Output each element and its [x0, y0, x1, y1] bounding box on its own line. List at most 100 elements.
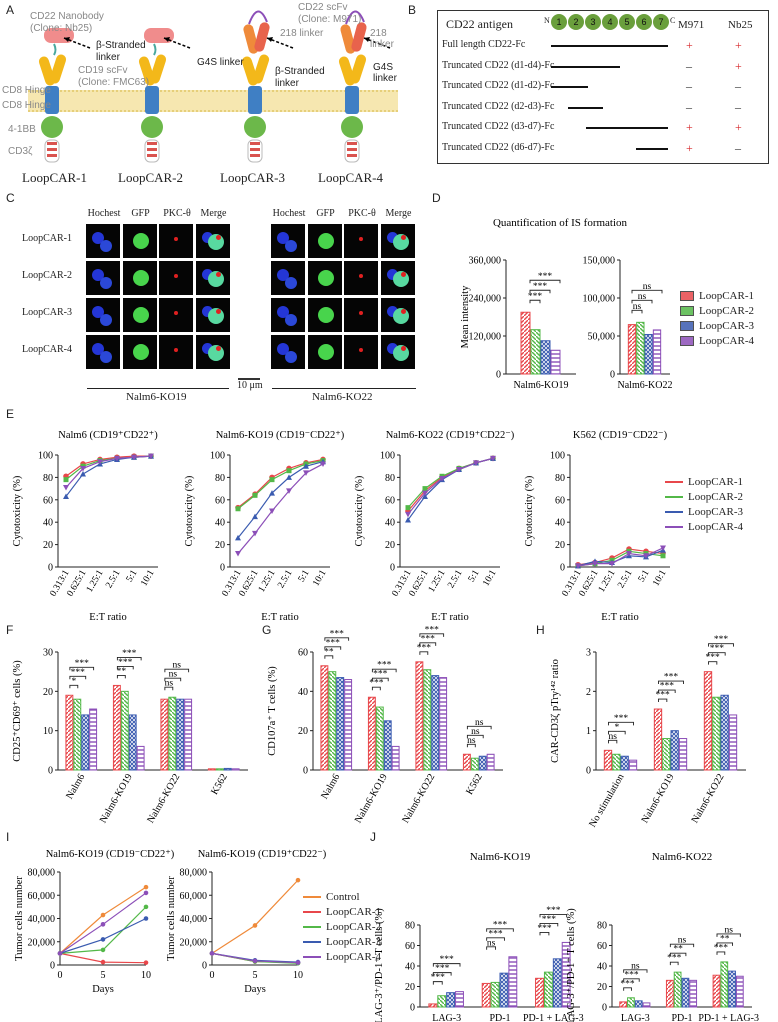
- f-chart-bar-2-1: [168, 696, 177, 771]
- legend-item: LoopCAR-3: [665, 504, 743, 519]
- legend-swatch: [303, 910, 321, 913]
- e-1-ytick: 80: [215, 473, 225, 484]
- i-point: [143, 916, 149, 921]
- d-ko19-ytick: 240,000: [469, 294, 502, 305]
- scale-bar: [238, 378, 260, 380]
- n-terminus: N: [544, 16, 550, 25]
- e-line-1-0: [237, 458, 324, 509]
- f-chart-sig-1-0: [116, 674, 126, 679]
- j-chart-1-sig-1-0: [669, 961, 679, 966]
- col-m971: M971: [678, 19, 705, 31]
- e-3-ylabel: Cytotoxicity (%): [524, 475, 535, 546]
- legend-swatch: [303, 940, 321, 943]
- j-chart-1-sig-0-2: [623, 969, 648, 973]
- scfv19-label: CD19 scFv: [78, 65, 128, 76]
- j-chart-1-ytick: 60: [597, 941, 607, 952]
- merge-pkc: [215, 235, 221, 240]
- g-chart-sig-2-2: [419, 633, 445, 637]
- merge-nucleus: [386, 306, 398, 317]
- j-chart-1-sig-2-0: [716, 951, 726, 955]
- e-point: [269, 508, 275, 514]
- e-xtick: 5:1: [297, 568, 312, 584]
- legend-e: LoopCAR-1 LoopCAR-2 LoopCAR-3 LoopCAR-4: [665, 474, 743, 534]
- gfp-signal: [317, 344, 334, 360]
- e-2-ytick: 0: [390, 563, 395, 574]
- legend-item: Control: [303, 889, 381, 904]
- c-col-0-3: Merge: [200, 208, 227, 219]
- h-chart-sig-0-0-label: ns: [608, 732, 617, 742]
- e-0-ytick: 0: [48, 563, 53, 574]
- panel-label-h: H: [536, 623, 545, 637]
- f-chart-sig-1-1-label: ***: [118, 658, 133, 668]
- pkc-signal: [359, 237, 363, 241]
- d-ko22-ytick: 0: [610, 370, 615, 381]
- i-xlabel-0: Days: [92, 984, 114, 995]
- construct-label-4: LoopCAR-4: [318, 170, 383, 185]
- e-xlabel-2: E:T ratio: [431, 612, 468, 623]
- car-constructs-diagram: [28, 10, 398, 163]
- e-point: [148, 453, 154, 460]
- merge-pkc: [400, 272, 406, 277]
- f-chart-sig-1-2: [116, 656, 142, 661]
- f-chart-bar-0-2: [81, 714, 90, 771]
- d-ko22-ytick: 150,000: [583, 256, 616, 267]
- merge-nucleus: [201, 306, 213, 317]
- e-point: [422, 486, 428, 492]
- e-xlabel-1: E:T ratio: [261, 612, 298, 623]
- legend-swatch: [665, 525, 683, 528]
- legend-swatch: [665, 480, 683, 483]
- e-line-2-3: [407, 457, 494, 515]
- g-chart-sig-2-2-label: ***: [425, 625, 440, 635]
- d-ko19-sig-1: [529, 289, 551, 294]
- i-1-ylabel: Tumor cells number: [166, 876, 177, 961]
- group-line-2: [272, 388, 416, 389]
- j-chart-0-xtick: LAG-3: [432, 1013, 461, 1022]
- e-point: [405, 511, 411, 518]
- j-chart-1-xtick: PD-1: [671, 1013, 692, 1022]
- legend-item: LoopCAR-2: [303, 919, 381, 934]
- j-chart-0-sig-2-0: [539, 931, 550, 936]
- d-ko22-sig-1-label: ns: [638, 292, 647, 302]
- i-point: [100, 959, 106, 965]
- g4s-linker-label-1: G4S linker: [197, 57, 244, 68]
- merge-nucleus: [201, 269, 213, 280]
- legend-label: LoopCAR-1: [699, 289, 754, 302]
- legend-swatch: [303, 895, 321, 898]
- e-point: [269, 477, 275, 483]
- i-point: [100, 922, 106, 927]
- gfp-signal: [132, 233, 149, 249]
- j-chart-1-sig-2-2: [716, 933, 741, 937]
- g-chart-bar-3-0: [462, 753, 471, 771]
- micrograph-1-2-3: [380, 298, 415, 332]
- f-chart-sig-0-0-label: *: [71, 677, 76, 687]
- 41bb-domain: [141, 116, 163, 138]
- legend-item: LoopCAR-3: [680, 318, 754, 333]
- h-chart-ytick: 1: [586, 726, 591, 737]
- i-point: [100, 912, 106, 918]
- micrograph-0-2-2: [159, 298, 193, 332]
- micrograph-0-0-3: [195, 224, 230, 258]
- m971-result-4: +: [686, 120, 693, 134]
- g-chart-ytick: 20: [298, 726, 308, 737]
- g-chart-bar-0-1: [328, 671, 337, 771]
- h-chart-sig-0-2: [608, 721, 634, 726]
- e-point: [592, 561, 598, 567]
- micrograph-0-1-3: [195, 261, 230, 295]
- g-chart-sig-1-1: [371, 677, 389, 682]
- f-chart-bar-2-0: [160, 698, 169, 771]
- e-xtick: 2.5:1: [446, 568, 464, 590]
- j-chart-1-bar-2-3: [735, 975, 744, 1008]
- merge-nucleus: [386, 343, 398, 354]
- j-chart-1-bar-0-2: [634, 1000, 643, 1008]
- i-1-ytick: 80,000: [180, 868, 208, 879]
- j-chart-0-bar-1-0: [481, 982, 491, 1008]
- f-chart-bar-2-3: [184, 698, 193, 771]
- d-title: Quantification of IS formation: [493, 217, 628, 229]
- legend-item: LoopCAR-4: [665, 519, 743, 534]
- i-xtick: 10: [293, 970, 303, 981]
- pkc-signal: [174, 311, 178, 315]
- e-point: [63, 484, 69, 491]
- col-nb25: Nb25: [728, 19, 753, 31]
- f-chart-bar-0-0: [65, 694, 74, 771]
- g-chart-xtick: K562: [464, 772, 485, 797]
